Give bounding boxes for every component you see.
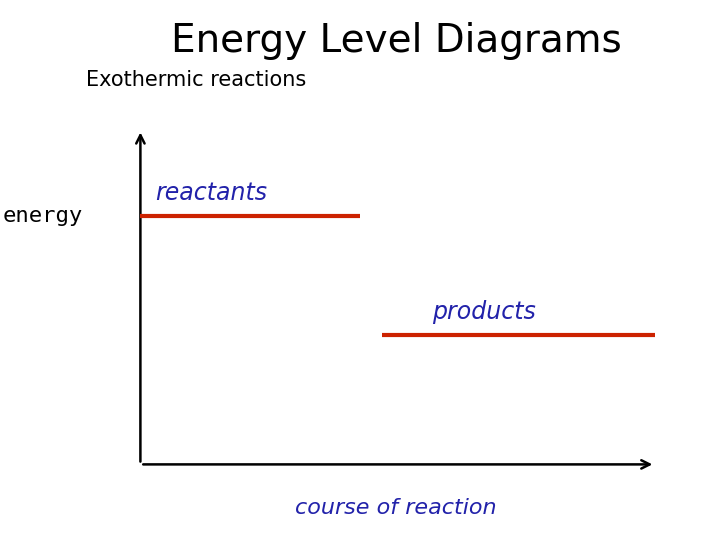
Text: products: products [432, 300, 536, 324]
Text: Exothermic reactions: Exothermic reactions [86, 70, 307, 90]
Text: Energy Level Diagrams: Energy Level Diagrams [171, 22, 621, 59]
Text: reactants: reactants [155, 181, 267, 205]
Text: energy: energy [3, 206, 84, 226]
Text: course of reaction: course of reaction [295, 498, 497, 518]
